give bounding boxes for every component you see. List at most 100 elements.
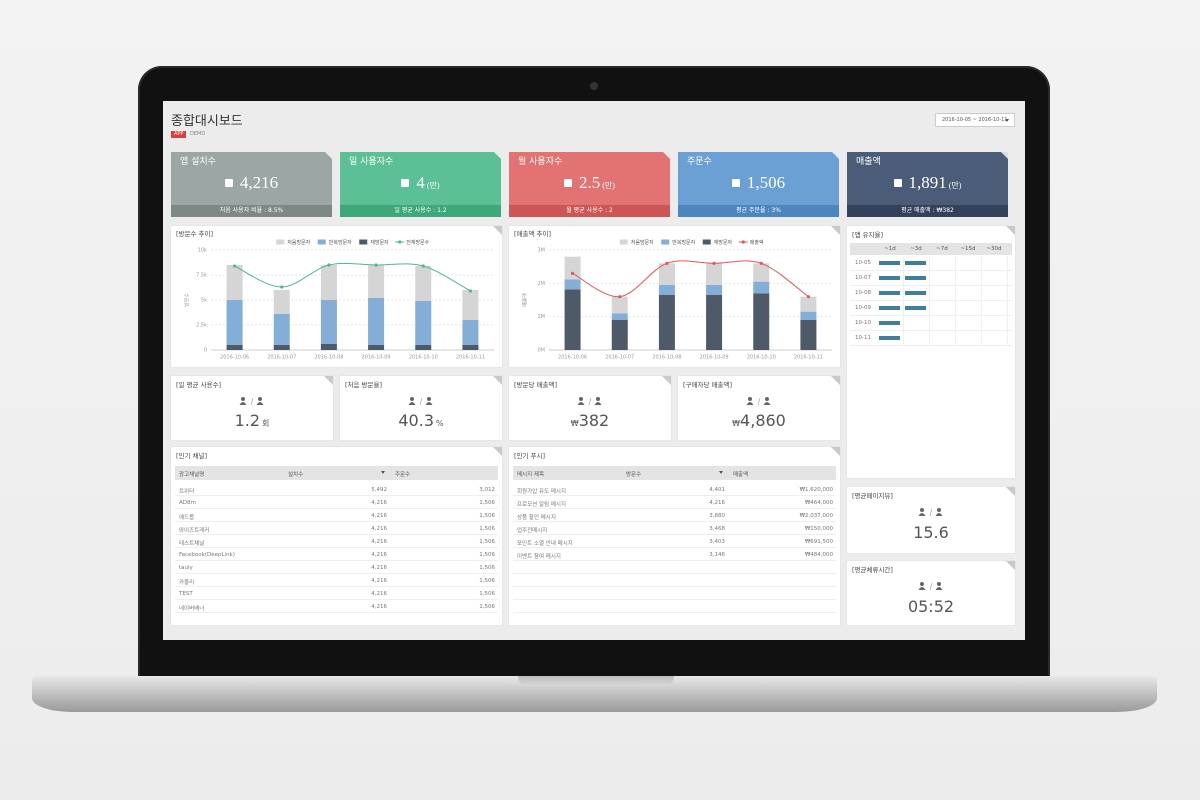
dropdown-arrow	[1005, 119, 1009, 122]
panel-title: [구매자당 매출액]	[683, 381, 732, 389]
panel-title: [처음 방문율]	[345, 381, 383, 389]
chart-panel: [매출액 추이] 처음방문자 반복방문자 재방문자 매출액 0M 1M 2M 3M 매출액 2016…	[509, 226, 840, 367]
x-tick-label: 2016-10-10	[409, 355, 438, 361]
table-cell: 4,216	[371, 552, 387, 558]
table-cell: 이벤트 참여 메시지	[517, 554, 561, 560]
bar-segment	[706, 263, 723, 285]
table-cell: 4,216	[371, 591, 387, 597]
icon-separator	[588, 397, 592, 406]
date-range-select[interactable]: 2016-10-05 ~ 2016-10-11	[935, 113, 1015, 127]
table-cell: 1,506	[479, 591, 495, 597]
bar-segment	[273, 314, 290, 345]
table-row	[513, 548, 836, 561]
kpi-unit: (만)	[948, 181, 962, 190]
retention-bar	[879, 261, 900, 265]
x-tick-label: 2016-10-10	[747, 355, 776, 361]
table-cell: Facebook(DeepLink)	[179, 552, 235, 558]
camera	[590, 82, 598, 90]
kpi-icon	[893, 179, 902, 187]
bar-segment	[320, 265, 337, 300]
metric-unit: 회	[262, 419, 270, 428]
panel-title: [앱 유지율]	[852, 231, 884, 239]
table-row	[850, 256, 1012, 271]
icon-separator	[250, 397, 254, 406]
column-header: 방문수	[626, 472, 642, 478]
icon-part	[408, 402, 416, 405]
bar-segment	[611, 296, 628, 314]
icon-part	[241, 397, 245, 401]
bar-segment	[564, 279, 581, 290]
panel-title: [평균체류시간]	[852, 566, 893, 574]
line-point	[280, 285, 284, 289]
metric-value: 05:52	[847, 597, 1015, 616]
icon-part	[425, 402, 433, 405]
y-tick-label: 2.5k	[196, 323, 207, 329]
table-row	[513, 600, 836, 613]
icon	[577, 397, 602, 406]
icon-part	[579, 397, 583, 401]
kpi-footer: 일 평균 사용수 : 1.2	[340, 205, 501, 217]
table-cell: 와이즈트래커	[179, 528, 210, 534]
metric-number: 15.6	[913, 523, 949, 542]
kpi-footer: 월 평균 사용수 : 2	[509, 205, 670, 217]
table-cell: 3,880	[709, 513, 725, 519]
table-header: 광고채널명 설치수 주문수	[175, 466, 498, 480]
metric-number: 40.3	[398, 411, 434, 430]
line-point	[712, 261, 716, 265]
table-cell: 3,146	[709, 552, 725, 558]
bar-segment	[368, 265, 385, 298]
x-tick-label: 2016-10-08	[652, 355, 681, 361]
column-header: ~7d	[936, 246, 948, 252]
legend-label: 반복방문자	[672, 239, 695, 246]
table-row	[513, 574, 836, 587]
table-row	[850, 316, 1012, 331]
bar-segment	[800, 311, 817, 320]
table-cell: tauly	[179, 565, 193, 571]
panel-title: [인기 채널]	[176, 452, 208, 460]
legend-label: 전체방문수	[406, 239, 429, 246]
table-cell: 네이버배너	[179, 606, 205, 612]
table-cell: 상품 할인 메시지	[517, 515, 556, 521]
laptop-base	[32, 676, 1157, 712]
icon-separator	[757, 397, 761, 406]
legend-label: 재방문자	[370, 239, 389, 246]
icon-part	[594, 402, 602, 405]
table-cell: 4,216	[371, 500, 387, 506]
icon-part	[937, 508, 941, 512]
icon	[239, 397, 264, 406]
line-series	[572, 260, 809, 298]
column-header: 주문수	[395, 472, 411, 478]
icon-part	[763, 402, 771, 405]
metric-number: 4,860	[740, 411, 786, 430]
y-axis-label: 방문수	[184, 293, 191, 307]
legend-label: 반복방문자	[329, 239, 352, 246]
column-header: ~30d	[986, 246, 1002, 252]
retention-bar	[905, 306, 926, 310]
icon-part	[577, 402, 585, 405]
table-cell: 4,216	[371, 539, 387, 545]
line-point	[421, 264, 425, 268]
icon-part	[427, 397, 431, 401]
line-series	[234, 262, 471, 292]
bar-segment	[658, 263, 675, 285]
bar-segment	[273, 290, 290, 314]
table-cell: 회원가입 유도 메시지	[517, 489, 567, 495]
retention-panel: [앱 유지율] ~1d ~3d ~7d ~15d ~30d 10-05 10-07 10-08 1…	[847, 226, 1015, 478]
table-cell: ₩2,037,000	[799, 513, 833, 519]
table-cell: 4,216	[371, 526, 387, 532]
icon-part	[239, 402, 247, 405]
bar-segment	[706, 285, 723, 295]
table-panel: [인기 채널] 광고채널명 설치수 주문수 트위터 5,492 3,012 AD8m 4,216…	[171, 447, 502, 625]
metric-value: 40.3%	[340, 411, 502, 430]
panel-title: [인기 푸시]	[514, 452, 546, 460]
bar-segment	[800, 320, 817, 350]
badge-note: DEMO	[190, 131, 206, 137]
x-tick-label: 2016-10-07	[267, 355, 296, 361]
bar-segment	[462, 290, 479, 320]
metric-unit: %	[436, 419, 444, 428]
icon-part	[596, 397, 600, 401]
date-range: 2016-10-05 ~ 2016-10-11	[942, 117, 1008, 123]
column-header: 메시지 제목	[517, 472, 545, 478]
app-badge: APP	[171, 131, 187, 138]
metric-value: ₩382	[509, 411, 671, 430]
